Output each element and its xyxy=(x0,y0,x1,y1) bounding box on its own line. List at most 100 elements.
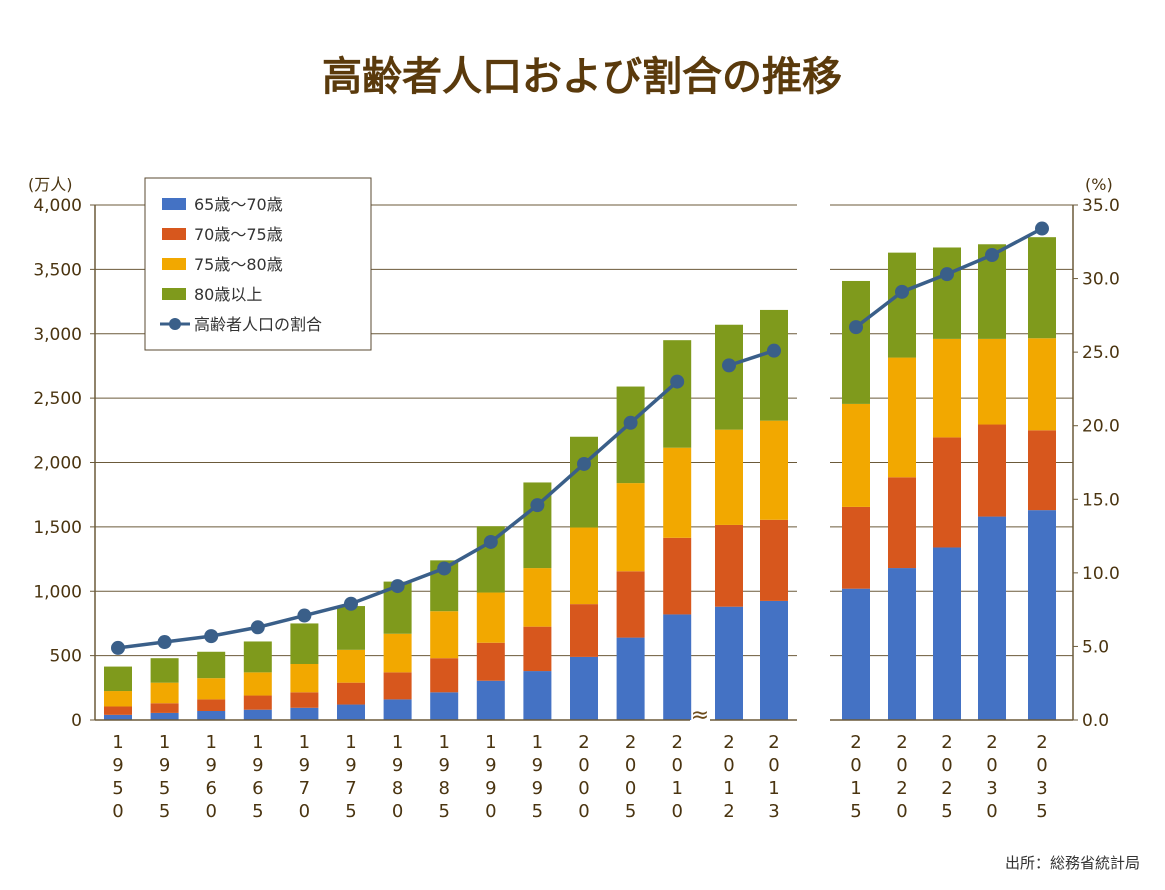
ratio-point xyxy=(204,629,219,644)
bar-segment xyxy=(978,338,1006,425)
bar-segment xyxy=(1028,430,1056,511)
y-right-tick-label: 15.0 xyxy=(1082,490,1120,510)
bar-segment xyxy=(476,680,505,720)
y-left-tick-label: 4,000 xyxy=(33,196,82,216)
bar-segment xyxy=(290,692,319,708)
ratio-point xyxy=(157,635,172,650)
ratio-point xyxy=(895,284,909,299)
bar-segment xyxy=(842,280,870,404)
ratio-point xyxy=(1035,221,1049,236)
y-left-tick-label: 500 xyxy=(50,647,82,667)
bar-segment xyxy=(570,436,598,528)
bar-segment xyxy=(715,324,743,430)
bar-segment xyxy=(570,604,598,657)
bar-segment xyxy=(197,651,226,679)
ratio-point xyxy=(670,374,685,389)
bar-segment xyxy=(888,477,916,569)
bar-segment xyxy=(150,682,179,704)
bar-segment xyxy=(570,527,598,605)
bar-segment xyxy=(760,420,788,520)
y-right-tick-label: 25.0 xyxy=(1082,343,1120,363)
bar-segment xyxy=(150,658,179,683)
ratio-line-path xyxy=(728,349,775,368)
bar-segment xyxy=(616,571,645,638)
legend-label: 65歳〜70歳 xyxy=(194,195,283,214)
x-ticks: 1 9 5 0 1 9 5 5 1 9 6 0 1 9 6 5 1 9 7 0 1 9 7 5 1 9 8 0 1 9 8 5 1 9 9 0 1 9 9 5… xyxy=(112,732,1047,822)
bar-segment xyxy=(616,483,645,572)
bar-segment xyxy=(523,671,552,720)
bar-segment xyxy=(290,707,319,720)
y-left-tick-label: 0 xyxy=(71,711,82,731)
bar-segment xyxy=(523,626,552,672)
bar-segment xyxy=(715,606,743,720)
bar-segment xyxy=(663,447,692,538)
source-note: 出所：総務省統計局 xyxy=(1005,854,1140,872)
axis-break-mark: ≈ xyxy=(691,703,709,728)
ratio-point xyxy=(623,415,638,430)
bar-segment xyxy=(104,666,132,692)
bar-segment xyxy=(430,611,459,659)
legend-swatch xyxy=(162,228,186,240)
bar-segment xyxy=(715,524,743,607)
ratio-point xyxy=(111,640,125,655)
bar-segment xyxy=(842,403,870,507)
bar-segment xyxy=(888,568,916,720)
bar-segment xyxy=(842,506,870,589)
bar-segment xyxy=(383,633,412,673)
bar-segment xyxy=(290,663,319,693)
legend-swatch xyxy=(162,258,186,270)
bar-segment xyxy=(104,691,132,707)
ratio-point xyxy=(250,620,265,635)
bar-segment xyxy=(150,712,179,720)
bar-segment xyxy=(383,672,412,700)
bar-segment xyxy=(337,682,365,705)
y-left-tick-label: 2,000 xyxy=(33,454,82,474)
bar-segment xyxy=(978,516,1006,720)
bar-segment xyxy=(197,678,226,700)
y-right-tick-label: 0.0 xyxy=(1082,711,1109,731)
bar-segment xyxy=(888,252,916,358)
ratio-point xyxy=(390,579,405,594)
legend-line-marker xyxy=(169,318,181,330)
bars xyxy=(104,237,1056,720)
bar-segment xyxy=(760,600,788,720)
bar-segment xyxy=(1028,338,1056,431)
bar-segment xyxy=(523,568,552,627)
y-right-tick-label: 10.0 xyxy=(1082,564,1120,584)
legend-label: 80歳以上 xyxy=(194,285,262,304)
bar-segment xyxy=(715,429,743,525)
bar-segment xyxy=(337,704,365,720)
y-left-tick-label: 3,000 xyxy=(33,325,82,345)
bar-segment xyxy=(616,386,645,484)
y-left-tick-label: 1,000 xyxy=(33,582,82,602)
y-left-ticks: 0 500 1,000 1,500 2,000 2,500 3,000 3,500 4,000 xyxy=(33,196,95,731)
ratio-point xyxy=(577,456,591,471)
y-right-unit: (%) xyxy=(1085,175,1113,194)
bar-segment xyxy=(663,614,692,720)
